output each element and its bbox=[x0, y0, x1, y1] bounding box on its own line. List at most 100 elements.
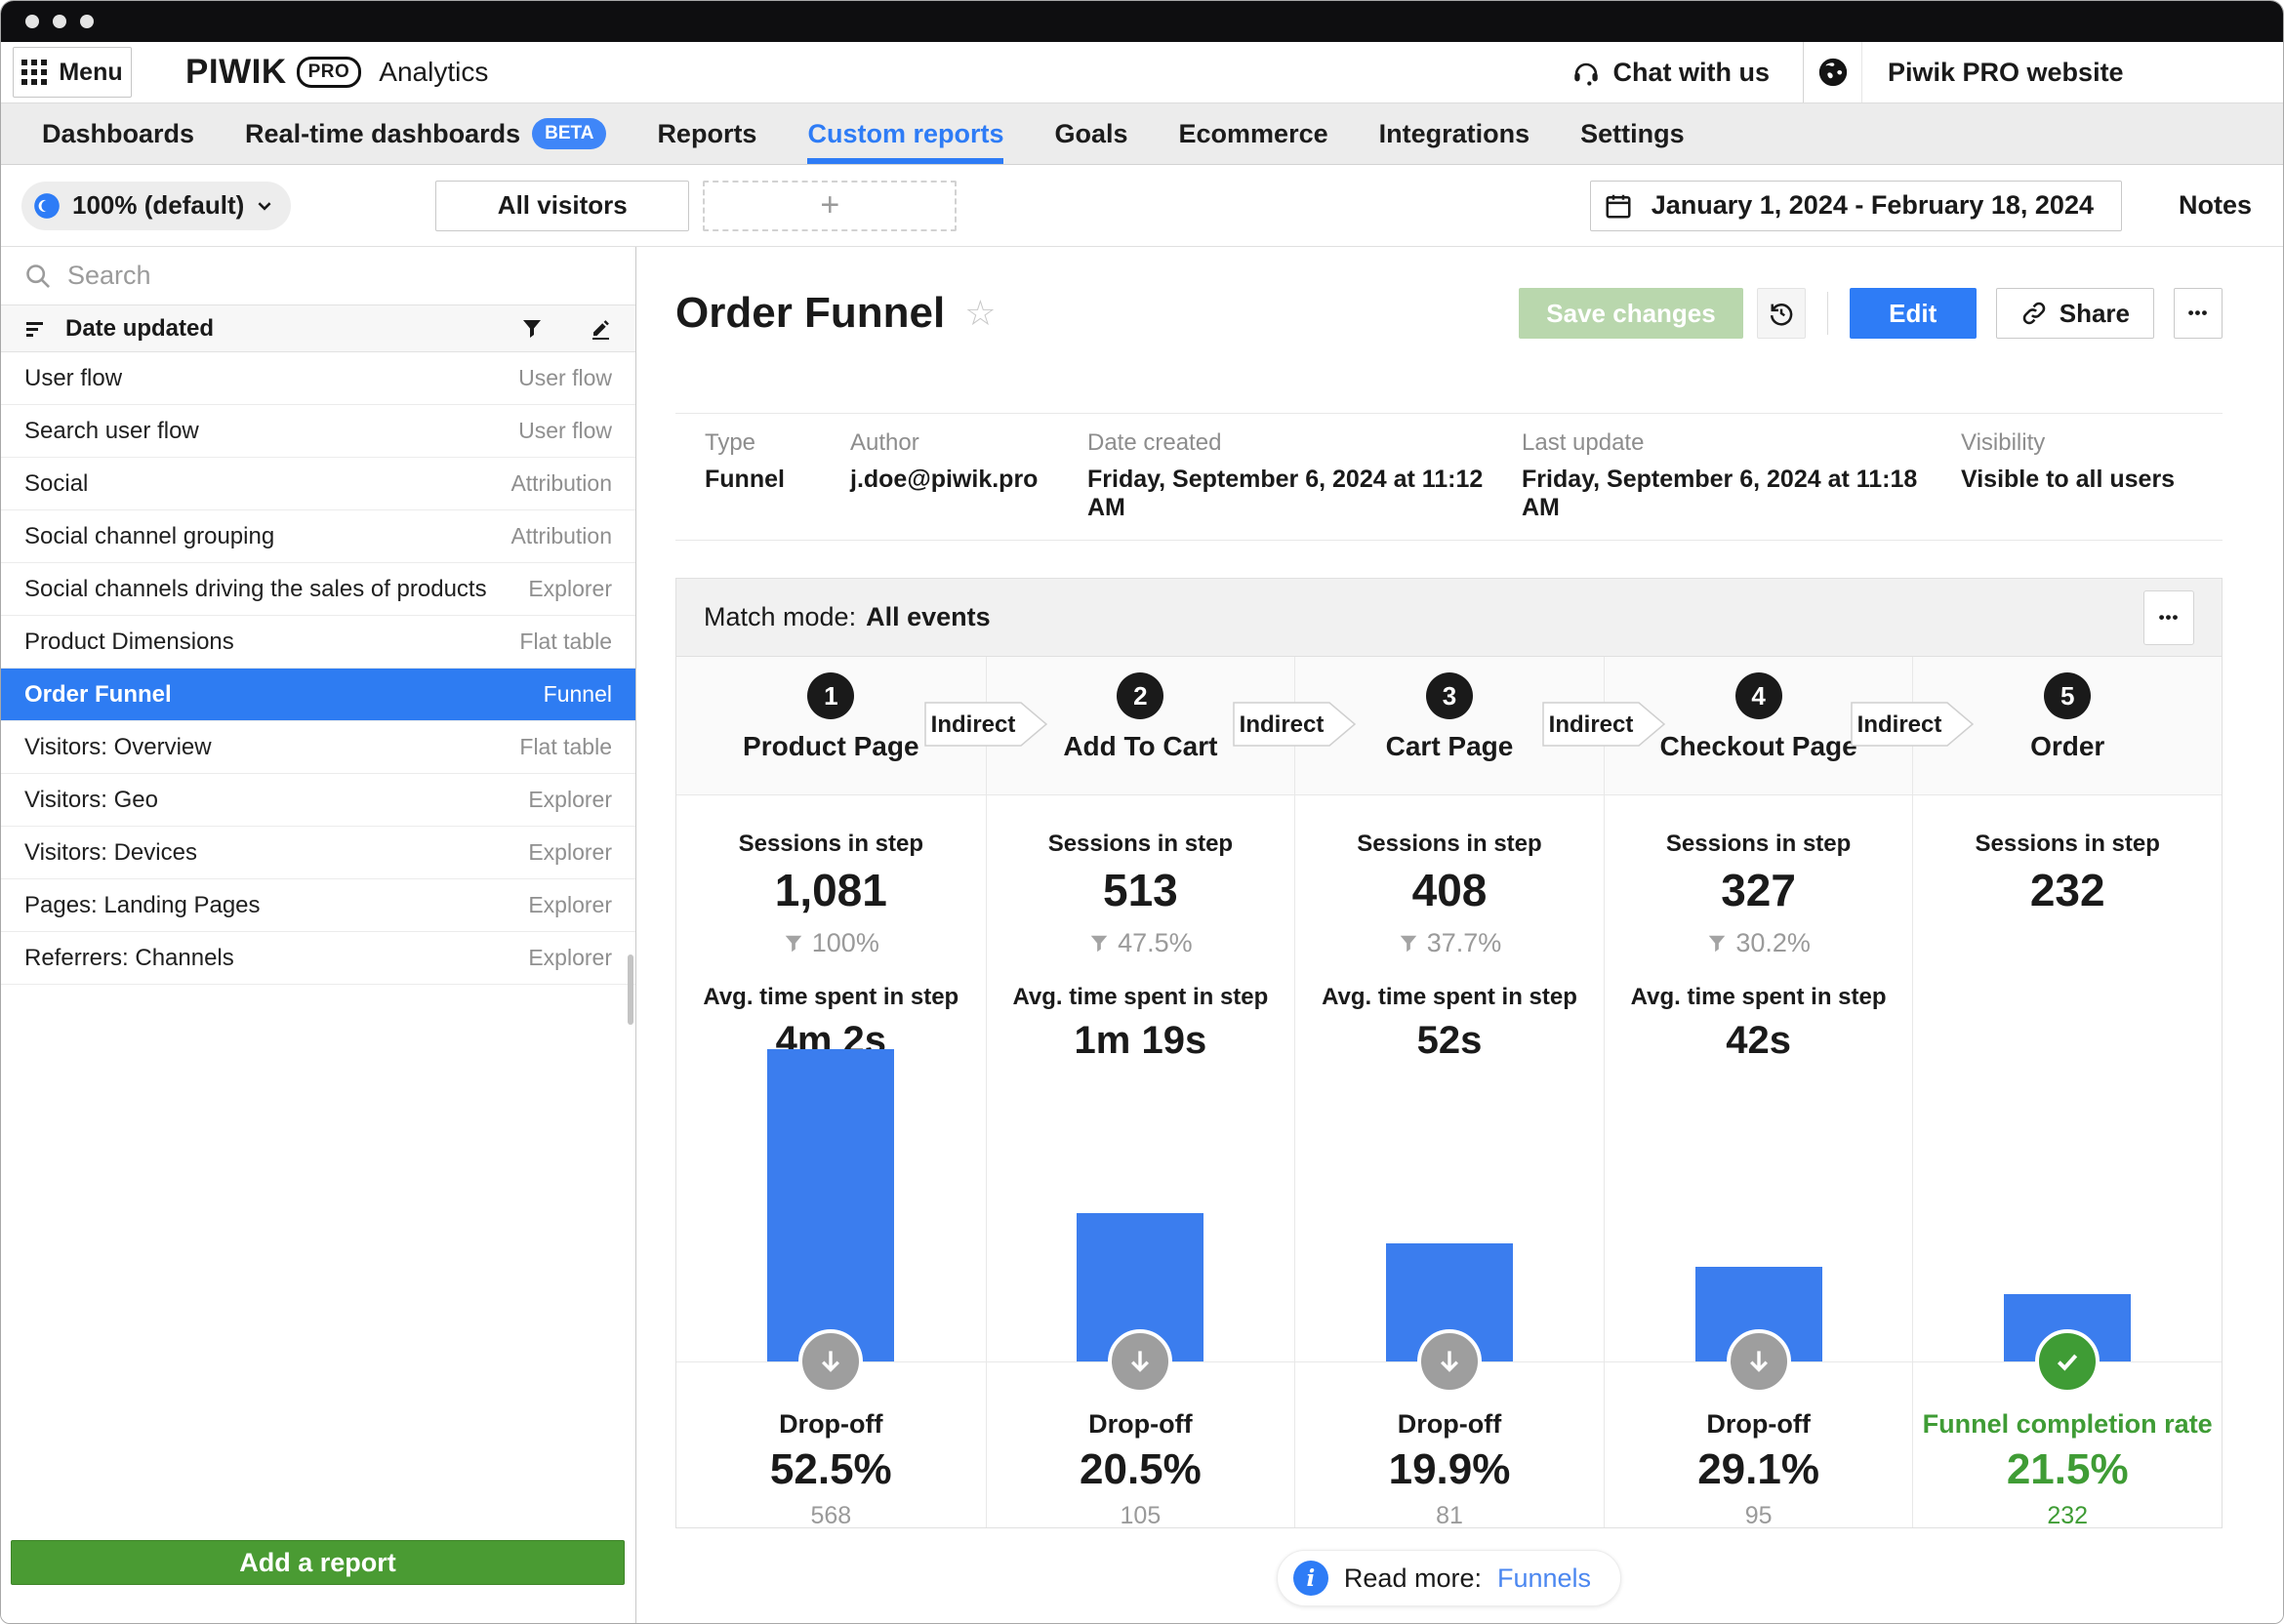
dropoff-count: 568 bbox=[810, 1502, 852, 1529]
meta-label: Visibility bbox=[1961, 429, 2046, 456]
sample-rate-dropdown[interactable]: 100% (default) bbox=[21, 181, 292, 230]
sidebar-sort-row: Date updated bbox=[1, 305, 635, 352]
meta-type: Type Funnel bbox=[705, 429, 850, 522]
sidebar-report-item[interactable]: Social channels driving the sales of pro… bbox=[1, 563, 635, 616]
revert-history-button[interactable] bbox=[1756, 288, 1806, 339]
beta-badge: BETA bbox=[532, 118, 607, 149]
dropoff-label: Drop-off bbox=[1088, 1409, 1193, 1439]
window-control-dot[interactable] bbox=[53, 15, 66, 28]
search-icon bbox=[26, 264, 50, 288]
tab-reports[interactable]: Reports bbox=[657, 103, 756, 164]
dropoff-arrow-icon bbox=[1749, 1351, 1768, 1372]
completion-circle bbox=[2035, 1329, 2100, 1394]
search-input[interactable] bbox=[67, 261, 612, 291]
sidebar-report-item[interactable]: Visitors: Devices Explorer bbox=[1, 827, 635, 879]
edit-list-button[interactable] bbox=[589, 317, 612, 341]
chevron-down-icon bbox=[258, 201, 271, 211]
dropoff-circle bbox=[1416, 1329, 1482, 1394]
favorite-star-icon[interactable]: ☆ bbox=[964, 293, 997, 333]
filter-reports-button[interactable] bbox=[520, 317, 544, 341]
svg-text:Indirect: Indirect bbox=[930, 711, 1015, 738]
all-visitors-segment-button[interactable]: All visitors bbox=[435, 180, 690, 231]
report-type: Flat table bbox=[519, 629, 612, 654]
indirect-connector-badge: Indirect bbox=[923, 702, 1047, 751]
tab-settings[interactable]: Settings bbox=[1580, 103, 1685, 164]
filter-bar: 100% (default) All visitors + January 1,… bbox=[1, 165, 2283, 247]
sidebar-report-item[interactable]: Visitors: Geo Explorer bbox=[1, 774, 635, 827]
sessions-value: 408 bbox=[1411, 865, 1488, 915]
tab-ecommerce[interactable]: Ecommerce bbox=[1179, 103, 1328, 164]
sort-icon[interactable] bbox=[24, 317, 48, 341]
completion-footer: Funnel completion rate 21.5% 232 bbox=[1913, 1361, 2222, 1529]
sidebar-report-item[interactable]: Social Attribution bbox=[1, 458, 635, 510]
dropoff-label: Drop-off bbox=[1397, 1409, 1502, 1439]
sidebar-report-item[interactable]: Product Dimensions Flat table bbox=[1, 616, 635, 669]
read-more-label: Read more: bbox=[1343, 1563, 1482, 1593]
calendar-icon bbox=[1591, 182, 1646, 230]
step-percentage: 100% bbox=[676, 928, 986, 958]
meta-author: Author j.doe@piwik.pro bbox=[850, 429, 1087, 522]
sidebar-report-item[interactable]: Pages: Landing Pages Explorer bbox=[1, 879, 635, 932]
dropoff-count: 105 bbox=[1120, 1502, 1162, 1529]
meta-label: Type bbox=[705, 429, 756, 456]
meta-value: Visible to all users bbox=[1961, 466, 2176, 493]
meta-date-created: Date created Friday, September 6, 2024 at… bbox=[1087, 429, 1522, 522]
sessions-label: Sessions in step bbox=[1047, 831, 1234, 857]
dropoff-arrow-icon bbox=[1131, 1351, 1150, 1372]
dropoff-circle bbox=[1726, 1329, 1791, 1394]
sidebar-report-item[interactable]: Order Funnel Funnel bbox=[1, 669, 635, 721]
funnel-mini-icon bbox=[785, 935, 802, 952]
date-range-picker[interactable]: January 1, 2024 - February 18, 2024 bbox=[1589, 180, 2122, 231]
funnel-bar[interactable] bbox=[767, 1049, 895, 1361]
avg-time-value: 52s bbox=[1416, 1019, 1483, 1062]
menu-button[interactable]: Menu bbox=[13, 47, 132, 98]
completion-count: 232 bbox=[2047, 1502, 2089, 1529]
report-name: Visitors: Devices bbox=[24, 838, 197, 866]
chat-label: Chat with us bbox=[1612, 57, 1771, 87]
chat-with-us-button[interactable]: Chat with us bbox=[1570, 42, 1771, 102]
share-button[interactable]: Share bbox=[1995, 288, 2154, 339]
tab-goals[interactable]: Goals bbox=[1054, 103, 1127, 164]
sessions-label: Sessions in step bbox=[1975, 831, 2160, 857]
report-type: Explorer bbox=[528, 892, 612, 917]
svg-text:Indirect: Indirect bbox=[1240, 711, 1325, 738]
meta-label: Date created bbox=[1087, 429, 1222, 456]
report-name: Order Funnel bbox=[24, 680, 172, 708]
panel-more-button[interactable]: ••• bbox=[2143, 589, 2194, 645]
sidebar-report-item[interactable]: Visitors: Overview Flat table bbox=[1, 721, 635, 774]
window-control-dot[interactable] bbox=[25, 15, 39, 28]
window-control-dot[interactable] bbox=[80, 15, 94, 28]
completion-rate: 21.5% bbox=[2006, 1445, 2129, 1493]
report-name: Social bbox=[24, 469, 89, 497]
notes-button[interactable]: Notes bbox=[2178, 190, 2252, 220]
avg-time-label: Avg. time spent in step bbox=[703, 984, 959, 1010]
avg-time-value: 42s bbox=[1726, 1019, 1791, 1062]
piwik-website-button[interactable]: Piwik PRO website bbox=[1803, 42, 2283, 102]
more-actions-button[interactable]: ••• bbox=[2174, 288, 2223, 339]
step-name: Add To Cart bbox=[1063, 731, 1218, 761]
step-percentage: 30.2% bbox=[1605, 928, 1913, 958]
funnels-link[interactable]: Funnels bbox=[1497, 1563, 1592, 1593]
tab-custom-reports[interactable]: Custom reports bbox=[807, 103, 1004, 164]
edit-button[interactable]: Edit bbox=[1849, 288, 1977, 339]
sessions-label: Sessions in step bbox=[738, 831, 923, 857]
add-report-button[interactable]: Add a report bbox=[11, 1540, 625, 1585]
add-segment-button[interactable]: + bbox=[703, 180, 958, 231]
sessions-label: Sessions in step bbox=[1357, 831, 1542, 857]
product-name: Analytics bbox=[379, 57, 489, 87]
sidebar-scrollbar[interactable] bbox=[628, 954, 633, 1025]
sort-label[interactable]: Date updated bbox=[65, 314, 215, 342]
tab-dashboards[interactable]: Dashboards bbox=[42, 103, 194, 164]
sidebar-report-item[interactable]: Referrers: Channels Explorer bbox=[1, 932, 635, 985]
step-name: Checkout Page bbox=[1659, 731, 1857, 761]
sidebar-report-item[interactable]: Social channel grouping Attribution bbox=[1, 510, 635, 563]
report-name: Referrers: Channels bbox=[24, 944, 234, 971]
report-name: Social channels driving the sales of pro… bbox=[24, 575, 487, 602]
tab-integrations[interactable]: Integrations bbox=[1379, 103, 1530, 164]
sidebar-report-item[interactable]: Search user flow User flow bbox=[1, 405, 635, 458]
save-changes-button[interactable]: Save changes bbox=[1519, 288, 1743, 339]
funnel-chart: 1 Product Page Sessions in step 1,081 100% Av… bbox=[676, 657, 2222, 1529]
sidebar-report-item[interactable]: User flow User flow bbox=[1, 352, 635, 405]
tab-real-time-dashboards[interactable]: Real-time dashboards BETA bbox=[245, 103, 607, 164]
headset-icon bbox=[1573, 62, 1598, 86]
